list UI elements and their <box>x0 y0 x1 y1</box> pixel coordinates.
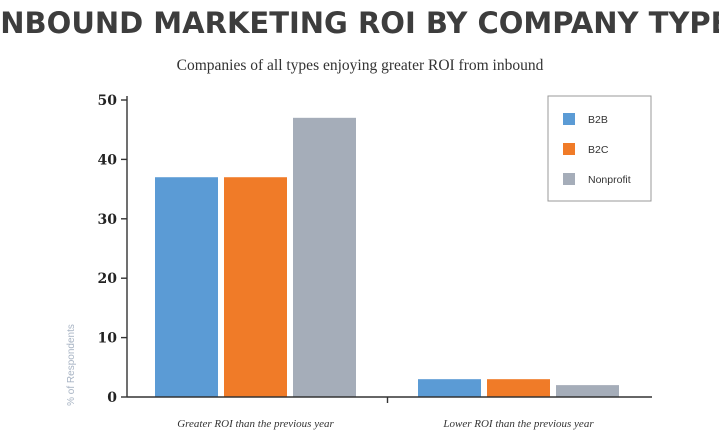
bar-b2c-greater <box>224 177 287 397</box>
legend: B2B B2C Nonprofit <box>547 95 652 202</box>
y-ticks: 0 10 20 30 40 50 <box>98 93 127 406</box>
y-tick-label: 10 <box>98 331 118 347</box>
legend-label-b2c: B2C <box>588 144 609 156</box>
category-label: Lower ROI than the previous year <box>442 418 594 430</box>
legend-swatch-b2b <box>563 113 575 125</box>
category-label: Greater ROI than the previous year <box>177 418 334 430</box>
chart-subtitle: Companies of all types enjoying greater … <box>177 57 544 74</box>
bars <box>155 117 619 397</box>
category-labels: Greater ROI than the previous year Lower … <box>177 418 594 430</box>
y-tick-label: 50 <box>98 93 118 109</box>
y-tick-label: 0 <box>107 390 117 406</box>
bar-b2c-lower <box>487 379 550 397</box>
y-axis-label: % of Respondents <box>66 324 77 406</box>
y-tick-label: 30 <box>98 212 118 228</box>
legend-swatch-nonprofit <box>563 173 575 185</box>
legend-swatch-b2c <box>563 143 575 155</box>
legend-label-nonprofit: Nonprofit <box>588 174 631 186</box>
bar-b2b-lower <box>418 379 481 397</box>
y-tick-label: 40 <box>98 152 118 168</box>
chart-title: INBOUND MARKETING ROI BY COMPANY TYPE <box>0 6 719 40</box>
bar-nonprofit-lower <box>556 385 619 397</box>
bar-b2b-greater <box>155 177 218 397</box>
legend-label-b2b: B2B <box>588 114 608 126</box>
bar-nonprofit-greater <box>293 117 356 397</box>
axes <box>126 96 652 403</box>
y-tick-label: 20 <box>98 271 118 287</box>
